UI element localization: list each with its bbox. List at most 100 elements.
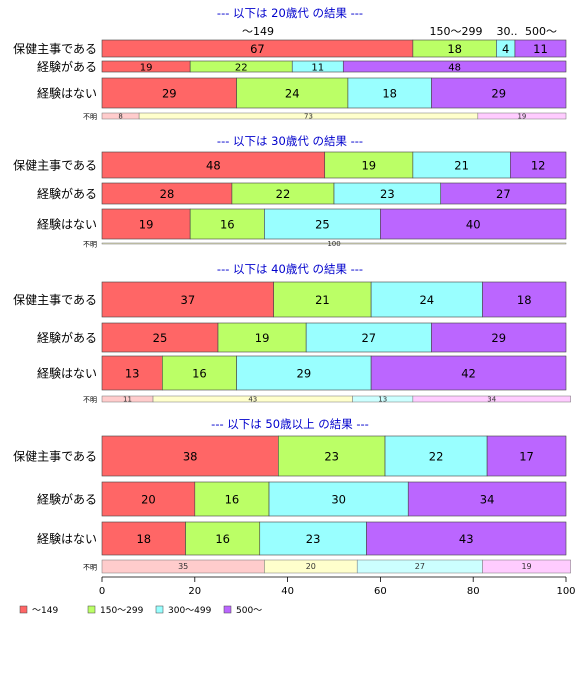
bar-segment [324, 151, 414, 179]
bar-segment [101, 481, 196, 517]
bar-segment [514, 39, 567, 58]
data-label: 11 [533, 42, 548, 56]
header-label: 30.. [497, 25, 518, 38]
bar-segment [101, 151, 326, 179]
panel-4: --- 以下は 50歳以上 の結果 --- 保健主事である 38 23 22 17 経験があ… [13, 417, 571, 574]
bar-segment [194, 481, 270, 517]
row-label: 保健主事である [13, 450, 97, 464]
bar-segment [431, 77, 567, 109]
row-label: 保健主事である [13, 42, 97, 56]
data-label: 19 [255, 331, 270, 345]
bar-row: 経験はない 18 16 23 43 [37, 521, 567, 556]
panel-title: --- 以下は 50歳以上 の結果 --- [211, 417, 369, 431]
data-label: 23 [306, 532, 321, 546]
data-label: 16 [192, 366, 207, 380]
data-label: 19 [140, 62, 153, 73]
row-label: 経験はない [37, 366, 97, 381]
data-label: 40 [466, 217, 481, 231]
legend-swatch [155, 605, 164, 614]
minor-data-label: 20 [306, 562, 316, 571]
minor-label: 不明 [83, 241, 97, 249]
minor-data-label: 34 [487, 396, 496, 404]
panel-2: --- 以下は 30歳代 の結果 --- 保健主事である 48 19 21 12 経験がある… [13, 134, 567, 249]
bar-row: 保健主事である 48 19 21 12 [13, 151, 567, 179]
bar-segment [305, 322, 432, 353]
bar-segment [412, 151, 511, 179]
bar-segment [101, 208, 191, 240]
legend: ～149 150～299 300～499 500～ [19, 605, 262, 616]
panel-title: --- 以下は 20歳代 の結果 --- [217, 6, 363, 20]
legend-swatch [19, 605, 28, 614]
bar-row: 保健主事である 38 23 22 17 [13, 435, 567, 477]
data-label: 24 [419, 293, 434, 307]
data-label: 43 [459, 532, 474, 546]
data-label: 19 [139, 217, 154, 231]
minor-data-label: 19 [517, 113, 526, 121]
minor-data-label: 8 [118, 113, 122, 121]
data-label: 29 [491, 86, 506, 100]
data-label: 67 [250, 42, 265, 56]
panel-1: --- 以下は 20歳代 の結果 ---～149 150～299 30.. 500～保… [13, 6, 567, 121]
data-label: 18 [517, 293, 532, 307]
data-label: 29 [491, 331, 506, 345]
bar-segment [482, 281, 567, 318]
data-label: 29 [297, 366, 312, 380]
bar-row: 経験はない 29 24 18 29 [37, 77, 567, 109]
data-label: 24 [285, 86, 300, 100]
data-label: 22 [429, 449, 444, 463]
minor-data-label: 11 [123, 396, 132, 404]
data-label: 11 [311, 62, 324, 73]
bar-segment [189, 208, 265, 240]
bar-segment [264, 208, 381, 240]
x-tick-label: 60 [374, 586, 387, 597]
bar-segment [273, 281, 372, 318]
bar-row: 経験がある 19 22 11 48 [37, 59, 567, 74]
data-label: 13 [125, 366, 140, 380]
x-axis: 0 20 40 60 80 100 [99, 576, 576, 597]
data-label: 22 [276, 187, 291, 201]
data-label: 16 [215, 532, 230, 546]
data-label: 37 [181, 293, 196, 307]
bar-segment [101, 322, 219, 353]
row-label: 経験はない [37, 217, 97, 232]
data-label: 4 [502, 42, 509, 56]
bar-row: 保健主事である 67 18 4 11 [13, 39, 567, 58]
legend-label: 300～499 [168, 606, 212, 616]
bar-segment [347, 77, 432, 109]
x-tick-label: 40 [281, 586, 294, 597]
data-label: 16 [225, 492, 240, 506]
bar-segment [101, 77, 237, 109]
data-label: 19 [361, 158, 376, 172]
legend-swatch [87, 605, 96, 614]
data-label: 21 [454, 158, 469, 172]
header-label: ～149 [242, 25, 274, 38]
minor-data-label: 13 [378, 396, 387, 404]
minor-segment [101, 242, 567, 245]
minor-data-label: 35 [178, 562, 188, 571]
x-tick-label: 100 [556, 586, 575, 597]
data-label: 18 [447, 42, 462, 56]
row-label: 経験がある [37, 330, 97, 345]
bar-segment [101, 521, 186, 556]
bar-segment [370, 281, 483, 318]
bar-segment [431, 322, 567, 353]
data-label: 48 [206, 158, 221, 172]
minor-data-label: 19 [521, 562, 531, 571]
data-label: 17 [519, 449, 534, 463]
bar-segment [101, 281, 274, 318]
bar-segment [236, 355, 372, 391]
panel-title: --- 以下は 30歳代 の結果 --- [217, 134, 363, 148]
header-label: 500～ [525, 25, 557, 38]
data-label: 30 [331, 492, 346, 506]
data-label: 28 [160, 187, 175, 201]
panel-title: --- 以下は 40歳代 の結果 --- [217, 262, 363, 276]
bar-segment [440, 182, 567, 205]
x-tick-label: 0 [99, 586, 105, 597]
minor-data-label: 100 [327, 240, 340, 248]
minor-segment [477, 112, 567, 120]
x-tick-label: 20 [188, 586, 201, 597]
data-label: 16 [220, 217, 235, 231]
bar-row: 経験はない 13 16 29 42 [37, 355, 567, 391]
row-label: 経験がある [37, 492, 97, 507]
panel-3: --- 以下は 40歳代 の結果 --- 保健主事である 37 21 24 18 経験がある… [13, 262, 571, 404]
